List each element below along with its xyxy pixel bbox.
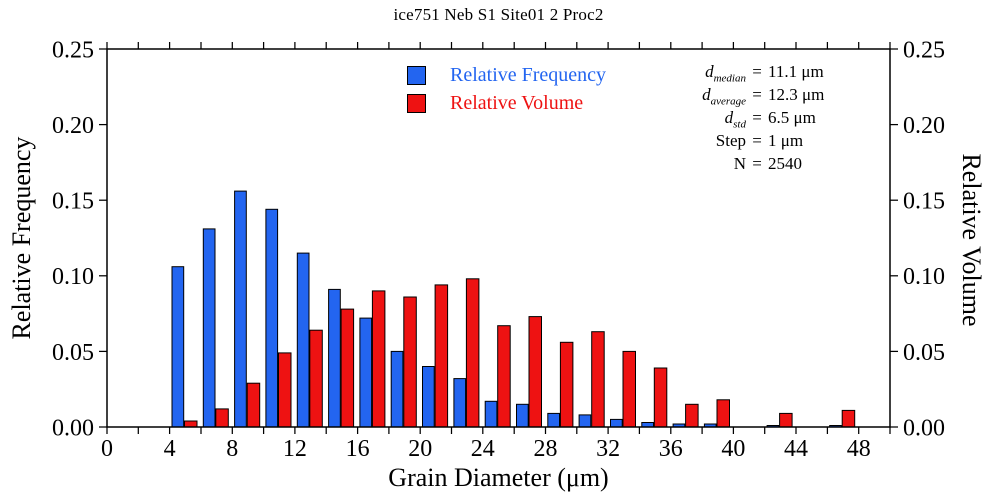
left-y-axis-title: Relative Frequency xyxy=(7,136,36,340)
stat-subscript: median xyxy=(713,72,746,85)
legend-label-volume: Relative Volume xyxy=(450,92,584,114)
bar-volume-18 xyxy=(403,296,417,428)
bar-frequency-28 xyxy=(547,412,560,428)
x-tick-label-28: 28 xyxy=(534,436,558,462)
x-tick-label-12: 12 xyxy=(283,436,307,462)
bar-frequency-22 xyxy=(453,378,467,428)
y-tick-label-right-0.10: 0.10 xyxy=(903,264,945,290)
bar-frequency-18 xyxy=(390,350,404,428)
stat-value: 12.3 μm xyxy=(768,85,825,104)
bar-volume-22 xyxy=(465,278,480,428)
bar-volume-24 xyxy=(497,325,511,428)
bar-volume-8 xyxy=(246,382,261,428)
x-tick-label-32: 32 xyxy=(596,436,620,462)
bar-volume-6 xyxy=(215,408,229,428)
chart-title: ice751 Neb S1 Site01 2 Proc2 xyxy=(393,5,604,24)
y-tick-label-left-0.15: 0.15 xyxy=(52,189,94,215)
stat-label: d xyxy=(702,85,711,104)
x-axis-title: Grain Diameter (μm) xyxy=(388,463,609,492)
bar-frequency-6 xyxy=(202,228,216,428)
bar-volume-26 xyxy=(528,316,542,428)
bar-volume-38 xyxy=(716,399,730,428)
y-tick-label-left-0.25: 0.25 xyxy=(52,37,94,63)
stat-label: d xyxy=(705,62,714,81)
bar-frequency-20 xyxy=(422,366,435,428)
stat-value: 11.1 μm xyxy=(768,62,824,81)
x-tick-label-24: 24 xyxy=(471,436,495,462)
frequency-swatch-icon xyxy=(407,66,426,85)
stat-label: d xyxy=(724,108,734,127)
y-tick-label-right-0.00: 0.00 xyxy=(903,415,945,441)
bar-volume-32 xyxy=(622,350,636,428)
stat-subscript: std xyxy=(733,118,746,131)
bar-volume-36 xyxy=(685,403,699,428)
bar-frequency-26 xyxy=(516,403,529,428)
stat-d-std: dstd = 6.5 μm xyxy=(686,106,824,131)
bar-volume-42 xyxy=(779,412,793,428)
bar-volume-14 xyxy=(340,308,355,428)
stat-subscript: average xyxy=(710,95,746,108)
stat-label: N xyxy=(733,154,746,173)
stat-step: Step = 1 μm xyxy=(686,129,824,152)
bar-volume-30 xyxy=(591,331,605,428)
legend-item-frequency: Relative Frequency xyxy=(407,64,607,86)
bar-frequency-32 xyxy=(610,418,623,428)
bar-volume-20 xyxy=(434,284,449,428)
stat-value: 2540 xyxy=(768,154,802,173)
x-tick-label-48: 48 xyxy=(847,436,871,462)
x-tick-label-16: 16 xyxy=(346,436,370,462)
x-tick-label-40: 40 xyxy=(721,436,745,462)
equals-sign: = xyxy=(752,62,762,81)
legend: Relative Frequency Relative Volume xyxy=(407,64,607,122)
equals-sign: = xyxy=(752,154,762,173)
stat-d-median: dmedian = 11.1 μm xyxy=(686,60,824,85)
equals-sign: = xyxy=(752,131,762,150)
legend-item-volume: Relative Volume xyxy=(407,92,606,114)
y-tick-label-right-0.25: 0.25 xyxy=(903,37,945,63)
x-tick-label-4: 4 xyxy=(164,436,176,462)
bar-volume-10 xyxy=(278,352,292,428)
bar-frequency-24 xyxy=(484,400,498,428)
x-tick-label-44: 44 xyxy=(784,436,808,462)
stats-annotation: dmedian = 11.1 μm daverage = 12.3 μm dst… xyxy=(686,60,824,175)
equals-sign: = xyxy=(752,108,762,127)
y-tick-label-left-0.10: 0.10 xyxy=(52,264,94,290)
stat-d-average: daverage = 12.3 μm xyxy=(686,83,825,108)
bar-frequency-10 xyxy=(265,208,279,428)
x-tick-label-20: 20 xyxy=(408,436,432,462)
y-tick-label-right-0.20: 0.20 xyxy=(903,113,945,139)
x-tick-label-0: 0 xyxy=(101,436,113,462)
bar-volume-12 xyxy=(309,329,323,428)
bar-volume-4 xyxy=(184,420,198,428)
bar-frequency-8 xyxy=(234,190,247,428)
bar-frequency-30 xyxy=(578,414,592,428)
y-tick-label-right-0.15: 0.15 xyxy=(903,189,945,215)
y-tick-label-right-0.05: 0.05 xyxy=(903,340,945,366)
bar-frequency-14 xyxy=(328,288,341,428)
volume-swatch-icon xyxy=(407,94,426,113)
bar-volume-28 xyxy=(559,341,574,428)
bar-volume-16 xyxy=(371,290,386,428)
right-y-axis-title: Relative Volume xyxy=(957,153,986,327)
bar-frequency-4 xyxy=(171,266,185,428)
x-tick-label-36: 36 xyxy=(659,436,683,462)
stat-value: 6.5 μm xyxy=(768,108,816,127)
stat-n: N = 2540 xyxy=(686,152,824,175)
equals-sign: = xyxy=(752,85,762,104)
legend-label-frequency: Relative Frequency xyxy=(450,64,607,86)
x-tick-label-8: 8 xyxy=(226,436,238,462)
y-tick-label-left-0.00: 0.00 xyxy=(52,415,94,441)
stat-value: 1 μm xyxy=(768,131,804,150)
bar-frequency-16 xyxy=(359,317,373,428)
axis-frame xyxy=(106,48,891,428)
bar-volume-34 xyxy=(653,367,668,428)
y-tick-label-left-0.20: 0.20 xyxy=(52,113,94,139)
stat-label: Step xyxy=(715,131,746,150)
y-tick-label-left-0.05: 0.05 xyxy=(52,340,94,366)
bar-frequency-12 xyxy=(296,252,310,428)
bar-volume-46 xyxy=(841,409,856,428)
